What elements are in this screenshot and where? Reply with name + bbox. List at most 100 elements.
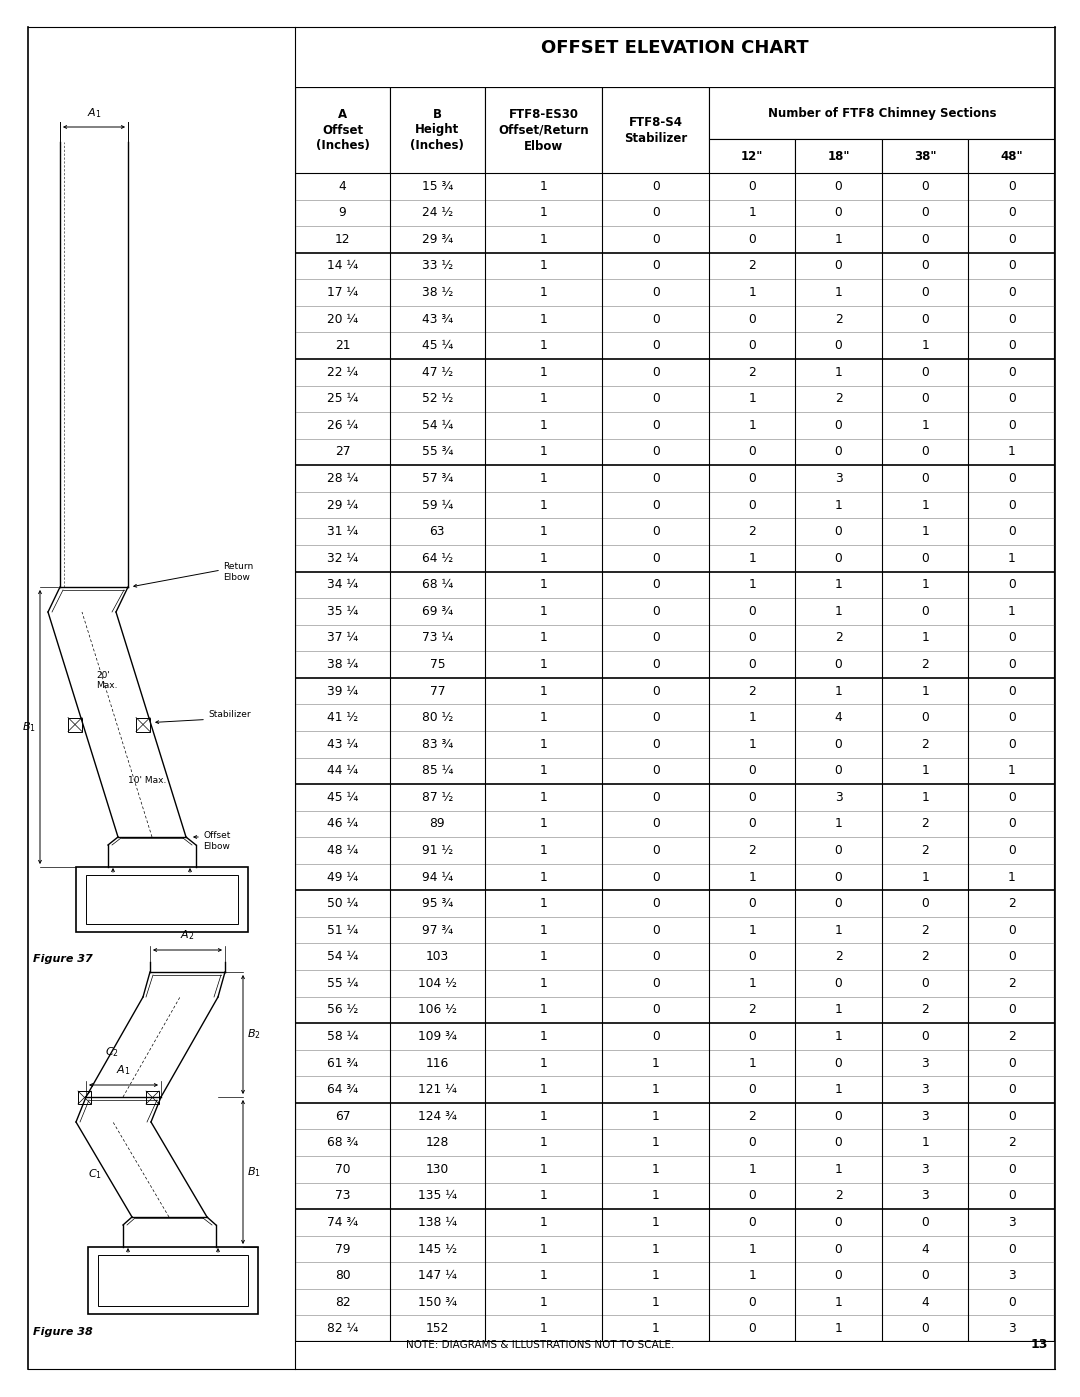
Text: 0: 0 xyxy=(921,605,929,617)
Text: 0: 0 xyxy=(835,1056,842,1070)
Text: 73: 73 xyxy=(335,1189,350,1203)
Text: 2: 2 xyxy=(748,844,756,856)
Text: 1: 1 xyxy=(540,844,548,856)
Bar xyxy=(78,1091,91,1104)
Text: 138 ¼: 138 ¼ xyxy=(418,1215,457,1229)
Text: 1: 1 xyxy=(540,1189,548,1203)
Text: 2: 2 xyxy=(1008,977,1015,990)
Text: 83 ¾: 83 ¾ xyxy=(421,738,453,750)
Text: 0: 0 xyxy=(651,870,660,883)
Text: 35 ¼: 35 ¼ xyxy=(327,605,359,617)
Text: 0: 0 xyxy=(921,711,929,724)
Bar xyxy=(295,87,390,173)
Text: 2: 2 xyxy=(748,525,756,538)
Text: 34 ¼: 34 ¼ xyxy=(327,578,359,591)
Text: 0: 0 xyxy=(748,791,756,803)
Text: 27: 27 xyxy=(335,446,350,458)
Text: 0: 0 xyxy=(1008,393,1015,405)
Text: 0: 0 xyxy=(651,631,660,644)
Text: 0: 0 xyxy=(835,260,842,272)
Text: 1: 1 xyxy=(540,950,548,964)
Text: $A_2$: $A_2$ xyxy=(180,928,194,942)
Text: 0: 0 xyxy=(1008,419,1015,432)
Text: 1: 1 xyxy=(748,1242,756,1256)
Text: 0: 0 xyxy=(835,525,842,538)
Text: 0: 0 xyxy=(651,685,660,697)
Text: 0: 0 xyxy=(1008,1189,1015,1203)
Text: 75: 75 xyxy=(430,658,445,671)
Text: 1: 1 xyxy=(835,605,842,617)
Text: 29 ¼: 29 ¼ xyxy=(327,499,359,511)
Text: 1: 1 xyxy=(540,1030,548,1044)
Text: 1: 1 xyxy=(540,1295,548,1309)
Text: 1: 1 xyxy=(921,1136,929,1150)
Text: 55 ¼: 55 ¼ xyxy=(327,977,359,990)
Text: 54 ¼: 54 ¼ xyxy=(327,950,359,964)
Text: 85 ¼: 85 ¼ xyxy=(421,764,454,777)
Text: 0: 0 xyxy=(748,1322,756,1336)
Text: 29 ¾: 29 ¾ xyxy=(421,233,453,246)
Text: 0: 0 xyxy=(748,1136,756,1150)
Text: 1: 1 xyxy=(540,1162,548,1176)
Text: 0: 0 xyxy=(921,897,929,909)
Bar xyxy=(76,868,248,932)
Text: 2: 2 xyxy=(835,631,842,644)
Text: 1: 1 xyxy=(921,419,929,432)
Text: 0: 0 xyxy=(1008,791,1015,803)
Text: 128: 128 xyxy=(426,1136,449,1150)
Text: 1: 1 xyxy=(921,631,929,644)
Text: 2: 2 xyxy=(748,366,756,379)
Text: 1: 1 xyxy=(540,1083,548,1097)
Text: 0: 0 xyxy=(748,1295,756,1309)
Text: 0: 0 xyxy=(651,419,660,432)
Text: 0: 0 xyxy=(748,1030,756,1044)
Text: 26 ¼: 26 ¼ xyxy=(327,419,359,432)
Text: OFFSET ELEVATION CHART: OFFSET ELEVATION CHART xyxy=(541,39,809,57)
Text: 145 ½: 145 ½ xyxy=(418,1242,457,1256)
Text: 2: 2 xyxy=(921,923,929,937)
Text: 0: 0 xyxy=(651,366,660,379)
Text: 3: 3 xyxy=(921,1056,929,1070)
Text: 109 ¾: 109 ¾ xyxy=(418,1030,457,1044)
Text: 0: 0 xyxy=(835,870,842,883)
Text: 1: 1 xyxy=(921,764,929,777)
Text: 58 ¼: 58 ¼ xyxy=(327,1030,359,1044)
Text: 0: 0 xyxy=(1008,1056,1015,1070)
Text: 1: 1 xyxy=(540,366,548,379)
Text: 0: 0 xyxy=(748,1189,756,1203)
Text: 1: 1 xyxy=(835,1162,842,1176)
Text: 1: 1 xyxy=(835,1322,842,1336)
Text: 0: 0 xyxy=(651,207,660,219)
Text: 1: 1 xyxy=(921,339,929,352)
Text: 0: 0 xyxy=(651,393,660,405)
Text: 87 ½: 87 ½ xyxy=(421,791,453,803)
Text: 1: 1 xyxy=(540,870,548,883)
Text: 116: 116 xyxy=(426,1056,449,1070)
Text: 1: 1 xyxy=(540,339,548,352)
Text: 1: 1 xyxy=(540,977,548,990)
Text: 1: 1 xyxy=(540,923,548,937)
Text: 95 ¾: 95 ¾ xyxy=(421,897,453,909)
Text: 57 ¾: 57 ¾ xyxy=(421,472,453,485)
Text: 1: 1 xyxy=(540,419,548,432)
Text: 1: 1 xyxy=(748,870,756,883)
Text: 0: 0 xyxy=(835,1109,842,1123)
Text: 1: 1 xyxy=(540,1268,548,1282)
Text: 3: 3 xyxy=(921,1109,929,1123)
Text: 0: 0 xyxy=(835,1136,842,1150)
Text: 52 ½: 52 ½ xyxy=(421,393,453,405)
Text: 1: 1 xyxy=(651,1322,660,1336)
Bar xyxy=(485,87,603,173)
Text: 1: 1 xyxy=(540,1322,548,1336)
Text: 48": 48" xyxy=(1000,149,1023,162)
Text: 1: 1 xyxy=(835,685,842,697)
Text: 1: 1 xyxy=(835,817,842,830)
Text: 1: 1 xyxy=(651,1268,660,1282)
Bar xyxy=(86,875,238,923)
Text: 1: 1 xyxy=(748,1162,756,1176)
Text: 0: 0 xyxy=(651,180,660,193)
Text: 12": 12" xyxy=(741,149,764,162)
Text: 1: 1 xyxy=(540,233,548,246)
Text: 1: 1 xyxy=(835,286,842,299)
Text: 1: 1 xyxy=(540,1109,548,1123)
